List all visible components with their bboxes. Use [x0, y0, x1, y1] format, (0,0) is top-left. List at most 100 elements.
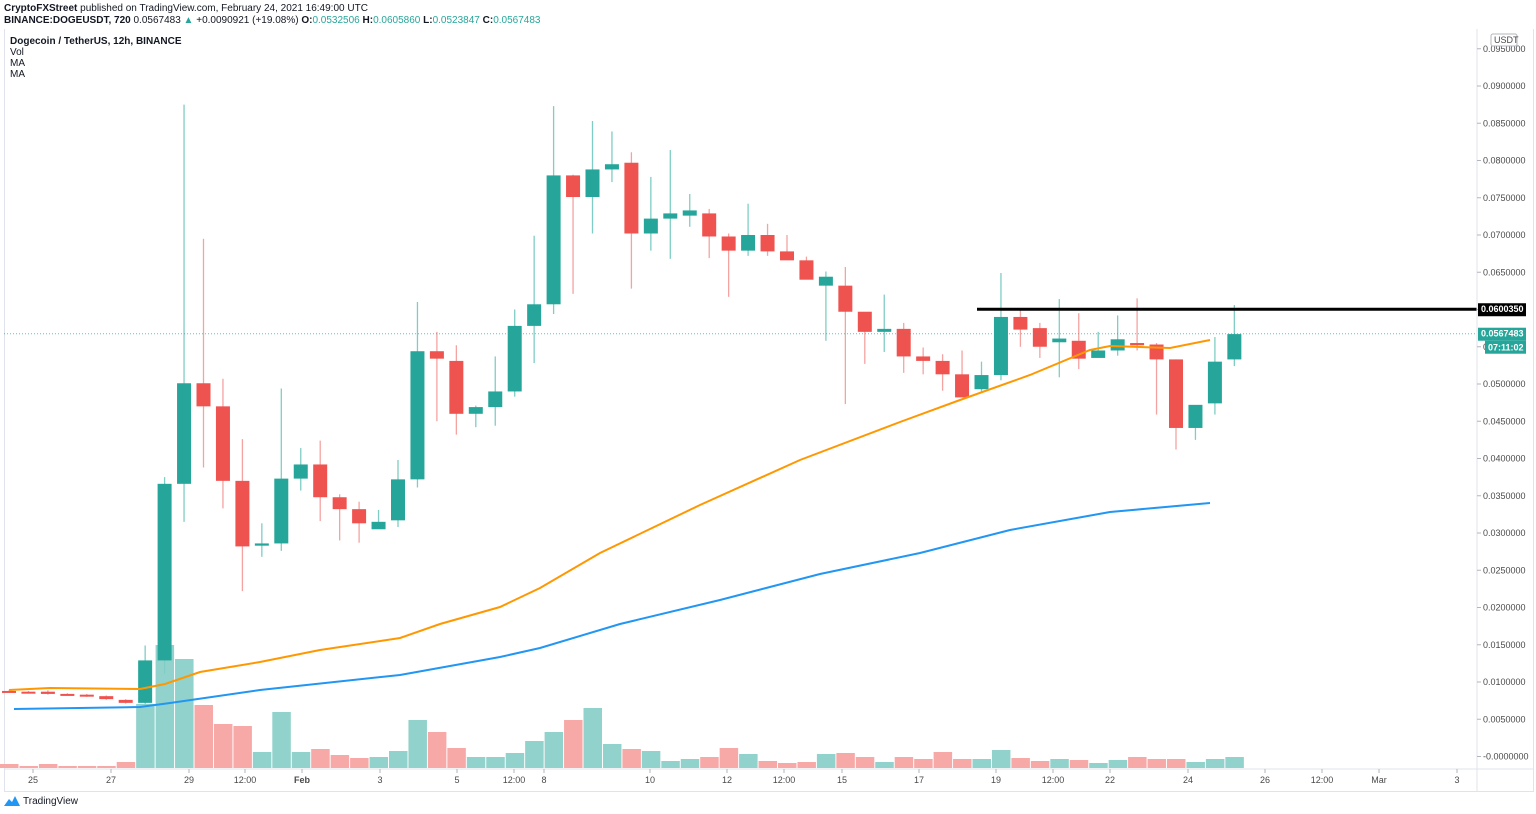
time-tick-label: 12	[722, 775, 732, 785]
price-tick-label: -0.0000000	[1483, 752, 1529, 762]
candle-body	[896, 328, 911, 357]
candle-body	[332, 497, 347, 510]
candle-body	[313, 464, 328, 498]
volume-bar	[953, 759, 972, 768]
low-label: L:	[423, 15, 433, 26]
time-tick-label: 10	[645, 775, 655, 785]
candle-body	[857, 311, 872, 332]
volume-bar	[778, 763, 797, 768]
open-label: O:	[301, 15, 313, 26]
candle-body	[99, 696, 114, 700]
candle-body	[352, 509, 367, 524]
time-tick-label: 27	[106, 775, 116, 785]
candle-body	[527, 304, 542, 326]
volume-bar	[291, 752, 311, 768]
price-tick-label: 0.0500000	[1483, 379, 1526, 389]
volume-bar	[680, 759, 700, 768]
candle-body	[1169, 359, 1183, 428]
candle-body	[488, 391, 503, 408]
volume-bar	[1011, 758, 1030, 768]
volume-bar	[583, 708, 602, 768]
time-tick-label: 24	[1183, 775, 1193, 785]
volume-bar	[1128, 757, 1147, 768]
price-overlays	[4, 307, 1477, 335]
volume-bar	[311, 749, 330, 768]
symbol-name: BINANCE:DOGEUSDT, 720	[4, 15, 131, 26]
candle-body	[157, 483, 172, 661]
open-value: 0.0532506	[312, 15, 360, 26]
volume-bar	[97, 766, 116, 768]
legend-item-ma-slow[interactable]: MA	[10, 69, 25, 80]
candle-body	[1188, 404, 1203, 428]
legend-item-vol[interactable]: Vol	[10, 47, 24, 58]
time-tick-label: 15	[837, 775, 847, 785]
time-tick-label: 29	[184, 775, 194, 785]
candle-body	[410, 351, 425, 480]
volume-bar	[758, 761, 778, 768]
candle-body	[702, 213, 717, 237]
legend-item-ma-fast[interactable]: MA	[10, 58, 25, 69]
chart-pane[interactable]	[4, 29, 1534, 792]
volume-bar	[1030, 761, 1050, 768]
candle-body	[2, 690, 16, 693]
time-tick-label: 12:00	[234, 775, 257, 785]
volume-bar	[1069, 760, 1089, 768]
price-tick-label: 0.0700000	[1483, 230, 1526, 240]
volume-bar	[272, 712, 291, 768]
price-tick-label: 0.0100000	[1483, 677, 1526, 687]
price-tick-label: 0.0400000	[1483, 454, 1526, 464]
volume-bar	[369, 757, 389, 768]
candle-body	[468, 407, 483, 414]
candle-body	[429, 351, 444, 359]
time-tick-label: Mar	[1371, 775, 1387, 785]
volume-bar	[0, 764, 19, 768]
last-price-label: 0.0567483	[1481, 329, 1524, 339]
candle-body	[663, 213, 678, 219]
candle-body	[254, 543, 269, 546]
volume-bar	[1167, 759, 1186, 768]
candle-body	[624, 162, 639, 234]
currency-badge	[1490, 33, 1518, 47]
published-text: published on TradingView.com, February 2…	[80, 3, 368, 14]
time-tick-label: 12:00	[1042, 775, 1065, 785]
high-value: 0.0605860	[373, 15, 421, 26]
volume-bar	[1089, 763, 1108, 768]
volume-bar	[1186, 762, 1205, 768]
candle-body	[215, 406, 230, 481]
price-tick-label: 0.0650000	[1483, 267, 1526, 277]
candle-body	[1130, 343, 1145, 346]
volume-bar	[175, 659, 194, 768]
price-tick-label: 0.0050000	[1483, 714, 1526, 724]
volume-bar	[991, 750, 1011, 768]
currency-label: USDT	[1494, 35, 1519, 45]
last-price-badge	[1478, 327, 1526, 341]
tradingview-logo-icon	[4, 796, 20, 806]
time-tick-label: 3	[1454, 775, 1459, 785]
countdown-badge	[1485, 340, 1526, 354]
volume-bar	[486, 757, 505, 768]
tradingview-footer: TradingView	[4, 795, 78, 807]
price-tick-label: 0.0250000	[1483, 565, 1526, 575]
price-change: +0.0090921 (+19.08%)	[196, 15, 299, 26]
volume-bar	[1108, 760, 1128, 768]
volume-bar	[252, 752, 272, 768]
volume-bar	[641, 751, 661, 768]
time-axis: 25 27 29 12:00 Feb 3 5 12:00 8 10 12 12:00 15 17 19 12:…	[4, 768, 1534, 785]
candle-body	[1052, 338, 1067, 343]
volume-bar	[408, 720, 427, 768]
price-tick-label: 0.0800000	[1483, 156, 1526, 166]
volume-bar	[622, 749, 641, 768]
candle-body	[40, 691, 55, 694]
candle-body	[235, 480, 250, 547]
volume-bar	[330, 755, 350, 768]
ma-fast-line	[8, 339, 1211, 691]
close-label: C:	[482, 15, 494, 26]
candle-body	[760, 235, 775, 252]
candle-body	[391, 479, 405, 521]
volume-bar	[719, 748, 739, 768]
candle-body	[21, 691, 36, 694]
volume-bar	[875, 762, 894, 768]
candle-body	[935, 360, 950, 375]
candle-body	[741, 235, 756, 251]
